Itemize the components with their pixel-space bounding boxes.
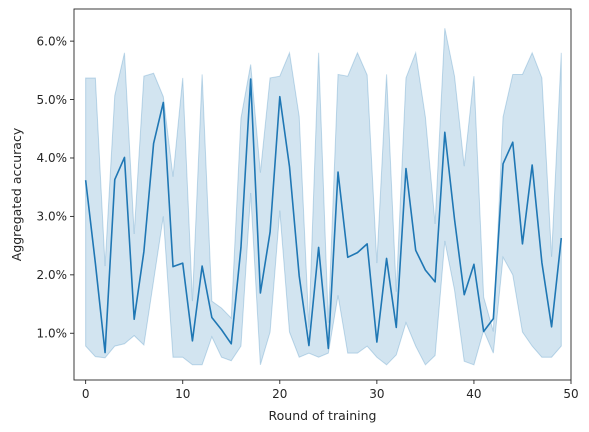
- y-tick-label: 1.0%: [37, 326, 68, 340]
- x-tick-label: 40: [466, 387, 481, 401]
- accuracy-series-line: [84, 78, 563, 354]
- plot-area: [84, 28, 563, 366]
- y-tick-label: 5.0%: [37, 93, 68, 107]
- y-tick-label: 4.0%: [37, 151, 68, 165]
- y-tick-label: 6.0%: [37, 34, 68, 48]
- x-tick-label: 10: [175, 387, 190, 401]
- y-axis-label: Aggregated accuracy: [9, 127, 24, 261]
- x-tick-label: 30: [369, 387, 384, 401]
- x-tick-label: 20: [272, 387, 287, 401]
- axes-frame: [73, 8, 572, 381]
- y-tick-label: 2.0%: [37, 268, 68, 282]
- confidence-band: [85, 28, 562, 366]
- x-axis-label: Round of training: [269, 408, 377, 423]
- y-tick-label: 3.0%: [37, 210, 68, 224]
- x-tick-label: 0: [82, 387, 90, 401]
- axes: 0 10 20 30 40 50 1.0% 2.0% 3.0% 4.0% 5.0% 6.0%: [37, 8, 579, 401]
- x-tick-label: 50: [563, 387, 578, 401]
